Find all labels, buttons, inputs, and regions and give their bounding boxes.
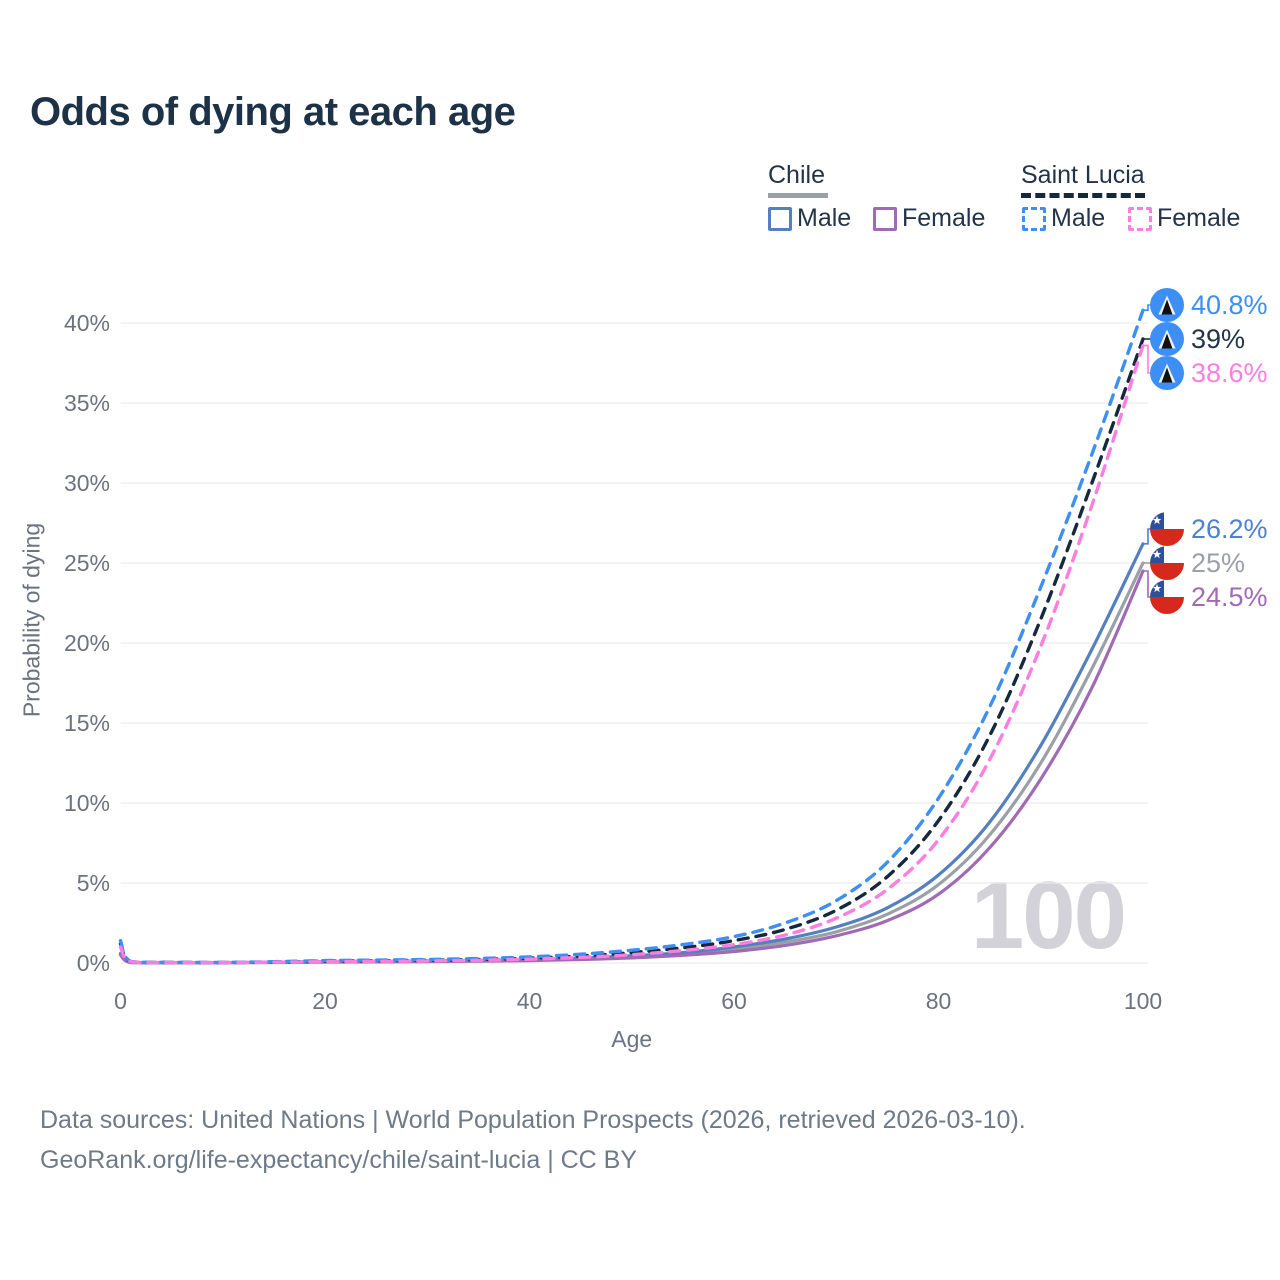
saint-lucia-flag-icon <box>1150 356 1184 390</box>
legend-item-label: Female <box>902 204 986 232</box>
end-label-value: 39% <box>1191 323 1246 354</box>
x-tick-label: 100 <box>1123 988 1163 1014</box>
legend-item-label: Male <box>797 204 852 232</box>
y-tick-label: 20% <box>63 630 110 656</box>
y-tick-label: 30% <box>63 470 110 496</box>
chile-female-swatch-icon <box>873 206 897 231</box>
end-label: 25% <box>1150 545 1245 581</box>
series-line-saint-lucia-both <box>118 337 1145 965</box>
legend-item-label: Female <box>1157 204 1241 232</box>
series-line-saint-lucia-male <box>118 308 1145 965</box>
end-label: 40.8% <box>1150 287 1268 323</box>
x-tick-label: 20 <box>312 988 338 1014</box>
end-label: 26.2% <box>1150 511 1268 547</box>
page-title: Odds of dying at each age <box>30 90 516 134</box>
legend-underline-chile <box>768 193 828 198</box>
y-tick-label: 40% <box>63 310 110 336</box>
end-label-value: 40.8% <box>1191 289 1268 320</box>
x-tick-label: 0 <box>114 988 127 1014</box>
end-label-value: 25% <box>1191 547 1246 578</box>
y-tick-label: 25% <box>63 550 110 576</box>
legend-item-saint-lucia-female[interactable]: Female <box>1128 204 1240 233</box>
legend-underline-saint-lucia <box>1021 193 1145 198</box>
end-label: 39% <box>1150 321 1245 357</box>
chile-flag-icon <box>1150 580 1184 614</box>
footer-source-line: Data sources: United Nations | World Pop… <box>40 1106 1026 1134</box>
saint-lucia-flag-icon <box>1150 322 1184 356</box>
series-line-chile-female <box>118 569 1145 965</box>
end-label-value: 24.5% <box>1191 581 1268 612</box>
chile-male-swatch-icon <box>768 206 792 231</box>
end-label: 24.5% <box>1150 579 1268 615</box>
y-tick-label: 35% <box>63 390 110 416</box>
y-tick-label: 5% <box>76 870 110 896</box>
legend-country-saint-lucia[interactable]: Saint Lucia <box>1021 161 1145 189</box>
chile-flag-icon <box>1150 512 1184 546</box>
saint-lucia-male-swatch-icon <box>1022 206 1046 231</box>
end-label-value: 26.2% <box>1191 513 1268 544</box>
saint-lucia-female-swatch-icon <box>1128 206 1152 231</box>
end-label-value: 38.6% <box>1191 357 1268 388</box>
footer-url-line: GeoRank.org/life-expectancy/chile/saint-… <box>40 1146 638 1174</box>
chile-flag-icon <box>1150 546 1184 580</box>
x-axis-title: Age <box>611 1026 653 1052</box>
saint-lucia-flag-icon <box>1150 288 1184 322</box>
legend-item-saint-lucia-male[interactable]: Male <box>1022 204 1105 233</box>
y-tick-label: 0% <box>76 950 110 976</box>
legend-item-chile-female[interactable]: Female <box>873 204 985 233</box>
series-line-saint-lucia-female <box>118 343 1145 965</box>
series-line-chile-both <box>118 561 1145 965</box>
y-tick-label: 10% <box>63 790 110 816</box>
x-tick-label: 60 <box>721 988 747 1014</box>
legend-item-chile-male[interactable]: Male <box>768 204 851 233</box>
legend-item-label: Male <box>1051 204 1106 232</box>
end-label: 38.6% <box>1150 355 1268 391</box>
x-tick-label: 40 <box>516 988 543 1014</box>
y-tick-label: 15% <box>63 710 110 736</box>
x-tick-label: 80 <box>925 988 952 1014</box>
legend-country-chile[interactable]: Chile <box>768 161 825 189</box>
series-line-chile-male <box>118 542 1145 965</box>
